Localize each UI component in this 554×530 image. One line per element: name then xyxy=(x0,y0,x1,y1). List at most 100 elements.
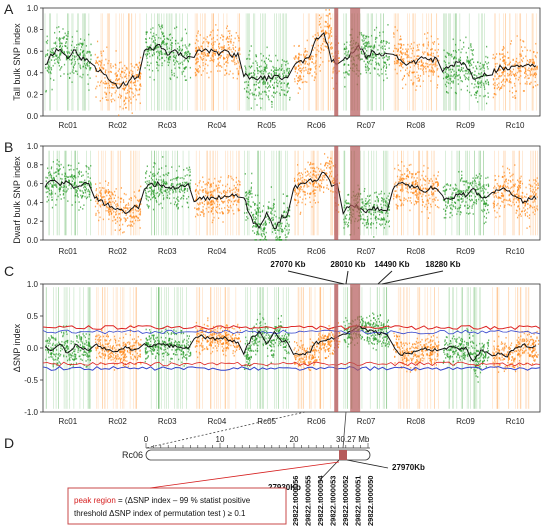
snp-point xyxy=(275,81,278,84)
snp-point xyxy=(534,74,537,77)
snp-point xyxy=(168,55,171,58)
snp-point xyxy=(510,70,512,72)
snp-point xyxy=(152,192,154,195)
snp-point xyxy=(206,36,208,38)
snp-point xyxy=(105,82,107,85)
snp-point xyxy=(367,55,370,58)
snp-point xyxy=(96,56,98,59)
snp-point xyxy=(405,83,407,86)
snp-point xyxy=(108,210,110,213)
snp-point xyxy=(524,82,526,85)
snp-point xyxy=(231,192,234,195)
snp-point xyxy=(185,52,187,55)
snp-point xyxy=(235,186,237,189)
snp-point xyxy=(309,69,312,72)
snp-point xyxy=(48,183,50,185)
snp-point xyxy=(153,78,155,81)
snp-point xyxy=(239,65,241,68)
snp-point xyxy=(49,71,52,73)
snp-point xyxy=(203,37,205,39)
snp-point xyxy=(264,69,266,71)
snp-point xyxy=(198,47,200,50)
snp-point xyxy=(162,180,164,182)
snp-point xyxy=(325,9,327,11)
snp-point xyxy=(183,187,186,190)
snp-point xyxy=(320,185,322,188)
snp-point xyxy=(50,166,53,168)
snp-point xyxy=(528,61,530,63)
snp-point xyxy=(303,190,305,193)
snp-point xyxy=(365,223,368,226)
snp-point xyxy=(201,47,204,50)
snp-point xyxy=(139,102,141,105)
snp-point xyxy=(525,75,527,78)
snp-point xyxy=(125,73,127,76)
snp-point xyxy=(513,74,515,76)
snp-point xyxy=(417,193,419,196)
snp-point xyxy=(373,214,375,216)
snp-point xyxy=(397,49,399,52)
snp-point xyxy=(447,52,449,55)
snp-point xyxy=(151,196,154,199)
snp-point xyxy=(250,206,252,208)
snp-point xyxy=(268,98,270,101)
snp-point xyxy=(260,52,262,55)
snp-point xyxy=(476,75,478,77)
snp-point xyxy=(50,167,53,170)
snp-point xyxy=(234,61,236,64)
snp-point xyxy=(509,61,511,64)
snp-point xyxy=(445,85,448,88)
snp-point xyxy=(90,182,92,185)
snp-point xyxy=(325,14,327,17)
snp-point xyxy=(259,211,261,213)
snp-point xyxy=(215,185,217,188)
snp-point xyxy=(484,61,487,63)
snp-point xyxy=(455,92,457,95)
snp-point xyxy=(260,93,262,95)
snp-point xyxy=(501,53,503,56)
snp-point xyxy=(124,207,126,210)
snp-point xyxy=(218,43,220,46)
snp-point xyxy=(63,184,65,187)
snp-point xyxy=(297,202,299,204)
snp-point xyxy=(120,201,122,203)
snp-point xyxy=(313,163,315,165)
snp-point xyxy=(163,182,165,184)
snp-point xyxy=(124,218,126,221)
snp-point xyxy=(74,175,76,177)
snp-point xyxy=(519,61,521,64)
snp-point xyxy=(262,239,264,241)
snp-point xyxy=(320,48,323,51)
snp-point xyxy=(206,52,208,55)
snp-point xyxy=(73,64,75,66)
snp-point xyxy=(67,35,69,37)
snp-point xyxy=(214,50,216,52)
snp-point xyxy=(424,205,426,208)
snp-point xyxy=(258,94,260,97)
snp-point xyxy=(411,49,414,52)
snp-point xyxy=(361,58,363,61)
snp-point xyxy=(122,209,124,211)
snp-point xyxy=(190,179,192,182)
snp-point xyxy=(376,196,378,199)
snp-point xyxy=(195,193,197,196)
snp-point xyxy=(311,58,314,60)
snp-point xyxy=(239,53,241,55)
snp-point xyxy=(312,185,315,187)
snp-point xyxy=(448,75,450,77)
snp-point xyxy=(237,35,239,37)
snp-point xyxy=(418,67,420,70)
panel-letter-d: D xyxy=(4,435,14,451)
snp-point xyxy=(403,61,405,64)
snp-point xyxy=(111,207,113,210)
snp-point xyxy=(414,59,416,61)
snp-point xyxy=(120,197,123,200)
y-tick-label: 0.2 xyxy=(27,90,39,99)
snp-point xyxy=(99,60,101,63)
snp-point xyxy=(129,96,131,99)
snp-point xyxy=(405,177,407,180)
snp-point xyxy=(88,33,90,36)
snp-point xyxy=(423,73,425,75)
snp-point xyxy=(184,75,186,78)
snp-point xyxy=(321,179,323,182)
